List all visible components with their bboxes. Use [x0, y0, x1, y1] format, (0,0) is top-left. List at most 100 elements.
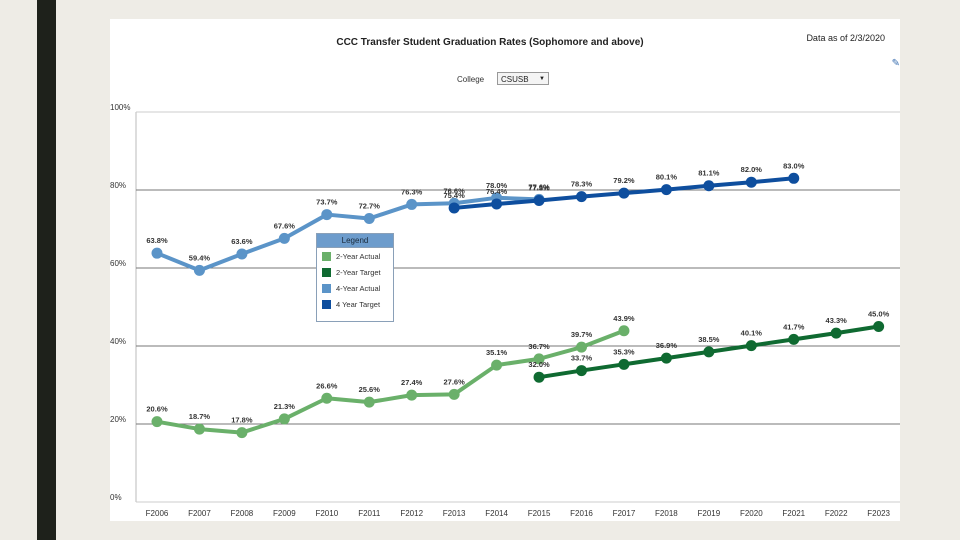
x-tick-label: F2008: [231, 509, 254, 518]
data-point: [745, 176, 757, 188]
data-label: 39.7%: [571, 330, 593, 339]
data-point: [703, 180, 715, 192]
data-label: 41.7%: [783, 322, 805, 331]
data-label: 75.4%: [444, 191, 466, 200]
data-point: [278, 413, 290, 425]
data-label: 40.1%: [741, 329, 763, 338]
y-tick-label: 100%: [110, 103, 130, 112]
data-label: 33.7%: [571, 354, 593, 363]
x-tick-label: F2006: [146, 509, 169, 518]
data-point: [533, 353, 545, 365]
legend-swatch: [322, 299, 331, 309]
data-point: [448, 202, 460, 214]
data-point: [278, 232, 290, 244]
data-point: [321, 209, 333, 221]
data-label: 79.2%: [613, 176, 635, 185]
data-point: [193, 264, 205, 276]
legend-swatch: [322, 283, 331, 293]
x-tick-label: F2020: [740, 509, 763, 518]
x-tick-label: F2007: [188, 509, 211, 518]
data-label: 26.6%: [316, 381, 338, 390]
data-label: 27.4%: [401, 378, 423, 387]
data-point: [321, 392, 333, 404]
data-point: [236, 427, 248, 439]
data-point: [151, 416, 163, 428]
data-point: [618, 187, 630, 199]
data-point: [830, 327, 842, 339]
data-point: [873, 321, 885, 332]
series-line-two-year-actual: [156, 328, 625, 435]
line-chart: 0% 20% 40% 60% 80% 100% F2006 F2007 F2008 F2009 F2…: [110, 103, 900, 518]
data-point: [576, 365, 587, 377]
data-label: 78.0%: [486, 181, 508, 190]
data-label: 20.6%: [146, 405, 168, 414]
y-tick-label: 60%: [110, 259, 126, 268]
data-point: [703, 346, 715, 358]
data-label: 38.5%: [698, 335, 720, 344]
data-point: [533, 371, 545, 383]
x-tick-label: F2013: [443, 509, 466, 518]
data-label: 72.7%: [359, 201, 381, 210]
x-tick-label: F2011: [358, 509, 381, 518]
edit-icon[interactable]: ✎: [891, 58, 900, 69]
data-point: [363, 396, 375, 408]
data-point: [491, 359, 503, 371]
legend-label: 2-Year Target: [336, 267, 381, 277]
data-label: 77.6%: [528, 182, 550, 191]
legend-label: 4-Year Actual: [336, 283, 381, 293]
legend-item: 2-Year Target: [317, 264, 393, 280]
data-point: [236, 248, 248, 260]
x-tick-label: F2010: [315, 509, 338, 518]
x-tick-label: F2016: [570, 509, 593, 518]
data-point: [618, 325, 630, 337]
chevron-down-icon: ▼: [539, 76, 545, 82]
series-line-four-year-actual: [156, 195, 540, 273]
college-label: College: [457, 75, 485, 84]
data-label: 59.4%: [189, 253, 211, 262]
x-tick-label: F2014: [485, 509, 508, 518]
data-label: 36.7%: [528, 342, 550, 351]
x-tick-label: F2009: [273, 509, 296, 518]
x-tick-label: F2018: [655, 509, 678, 518]
legend-label: 4 Year Target: [336, 299, 381, 309]
data-label: 63.8%: [146, 236, 168, 245]
legend-item: 2-Year Actual: [317, 248, 393, 264]
data-label: 45.0%: [868, 310, 890, 319]
x-tick-label: F2015: [528, 509, 551, 518]
data-label: 67.6%: [274, 221, 296, 230]
x-tick-label: F2023: [867, 509, 890, 518]
data-point: [788, 172, 800, 184]
slide-side-bar: [37, 0, 56, 540]
chart-panel: CCC Transfer Student Graduation Rates (S…: [110, 19, 900, 521]
legend-label: 2-Year Actual: [336, 251, 381, 261]
x-tick-label: F2017: [613, 509, 636, 518]
data-label: 76.4%: [486, 187, 508, 196]
legend-item: 4 Year Target: [317, 296, 393, 312]
data-label: 73.7%: [316, 198, 338, 207]
college-select[interactable]: CSUSB ▼: [497, 72, 549, 85]
data-label: 77.3%: [528, 184, 550, 193]
data-label: 17.8%: [231, 416, 253, 425]
legend-swatch: [322, 251, 331, 261]
chart-legend: Legend 2-Year Actual 2-Year Target 4-Year …: [316, 233, 394, 322]
data-label: 27.6%: [444, 377, 466, 386]
legend-item: 4-Year Actual: [317, 280, 393, 296]
x-tick-label: F2022: [825, 509, 848, 518]
x-tick-label: F2019: [698, 509, 721, 518]
data-point: [533, 195, 545, 207]
data-point: [363, 212, 375, 224]
data-point: [745, 340, 757, 352]
data-label: 63.6%: [231, 237, 253, 246]
data-label: 21.3%: [274, 402, 296, 411]
data-label: 78.3%: [571, 180, 593, 189]
data-point: [406, 198, 418, 210]
data-label: 36.9%: [656, 341, 678, 350]
y-tick-label: 0%: [110, 493, 122, 502]
data-label: 25.6%: [359, 385, 381, 394]
data-point: [576, 191, 587, 203]
chart-title: CCC Transfer Student Graduation Rates (S…: [336, 37, 644, 48]
data-point: [491, 198, 503, 210]
data-point: [660, 184, 672, 196]
data-point: [448, 388, 460, 400]
legend-title: Legend: [317, 234, 393, 248]
